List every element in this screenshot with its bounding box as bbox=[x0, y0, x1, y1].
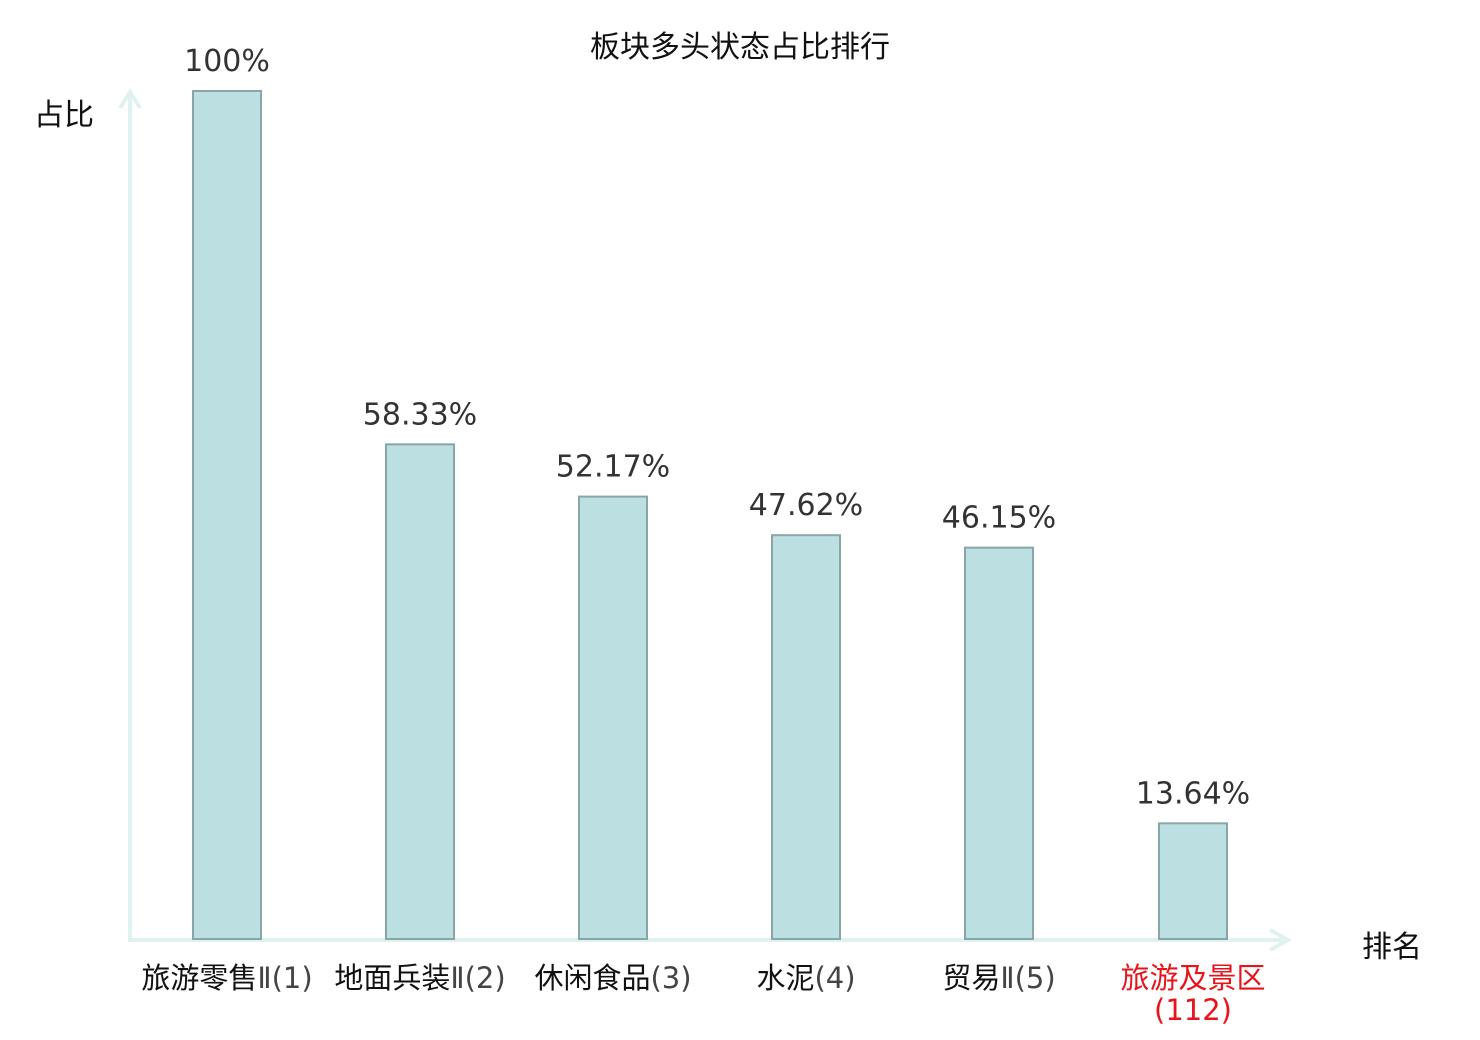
data-label: 47.62% bbox=[749, 488, 863, 523]
bar bbox=[385, 443, 455, 940]
category-label: 水泥(4) bbox=[706, 962, 906, 994]
category-rank: Ⅱ(5) bbox=[1000, 961, 1056, 995]
data-label: 46.15% bbox=[942, 501, 1056, 536]
bar bbox=[1158, 822, 1228, 941]
data-label: 13.64% bbox=[1136, 776, 1250, 811]
chart-title: 板块多头状态占比排行 bbox=[590, 30, 890, 65]
bar bbox=[578, 495, 648, 940]
category-label: 旅游零售Ⅱ(1) bbox=[127, 962, 327, 994]
data-labels: 100% 58.33% 52.17% 47.62% 46.15% 13.64% bbox=[184, 44, 1250, 811]
category-name: 旅游及景区 bbox=[1120, 961, 1266, 995]
x-axis-arrow bbox=[1269, 928, 1293, 952]
bar bbox=[771, 534, 841, 940]
category-rank: (3) bbox=[650, 961, 692, 995]
category-label: 休闲食品(3) bbox=[513, 962, 713, 994]
axes bbox=[118, 88, 1293, 952]
bar bbox=[964, 546, 1034, 940]
y-axis-arrow bbox=[118, 88, 142, 110]
category-label: 旅游及景区(112) bbox=[1093, 962, 1293, 1026]
category-name: 休闲食品 bbox=[534, 961, 651, 995]
category-label: 地面兵装Ⅱ(2) bbox=[320, 962, 520, 994]
category-name: 旅游零售 bbox=[141, 961, 258, 995]
category-rank: Ⅱ(2) bbox=[450, 961, 506, 995]
category-name: 地面兵装 bbox=[334, 961, 451, 995]
category-name: 贸易 bbox=[942, 961, 1001, 995]
category-rank: Ⅱ(1) bbox=[257, 961, 313, 995]
x-axis-label: 排名 bbox=[1362, 930, 1422, 965]
category-label: 贸易Ⅱ(5) bbox=[899, 962, 1099, 994]
category-rank: (112) bbox=[1154, 993, 1232, 1027]
data-label: 58.33% bbox=[363, 397, 477, 432]
category-rank: (4) bbox=[814, 961, 856, 995]
y-axis-label: 占比 bbox=[34, 98, 94, 133]
data-label: 100% bbox=[184, 44, 270, 79]
bar bbox=[192, 90, 262, 940]
data-label: 52.17% bbox=[556, 450, 670, 485]
category-name: 水泥 bbox=[756, 961, 815, 995]
bars bbox=[192, 90, 1228, 941]
